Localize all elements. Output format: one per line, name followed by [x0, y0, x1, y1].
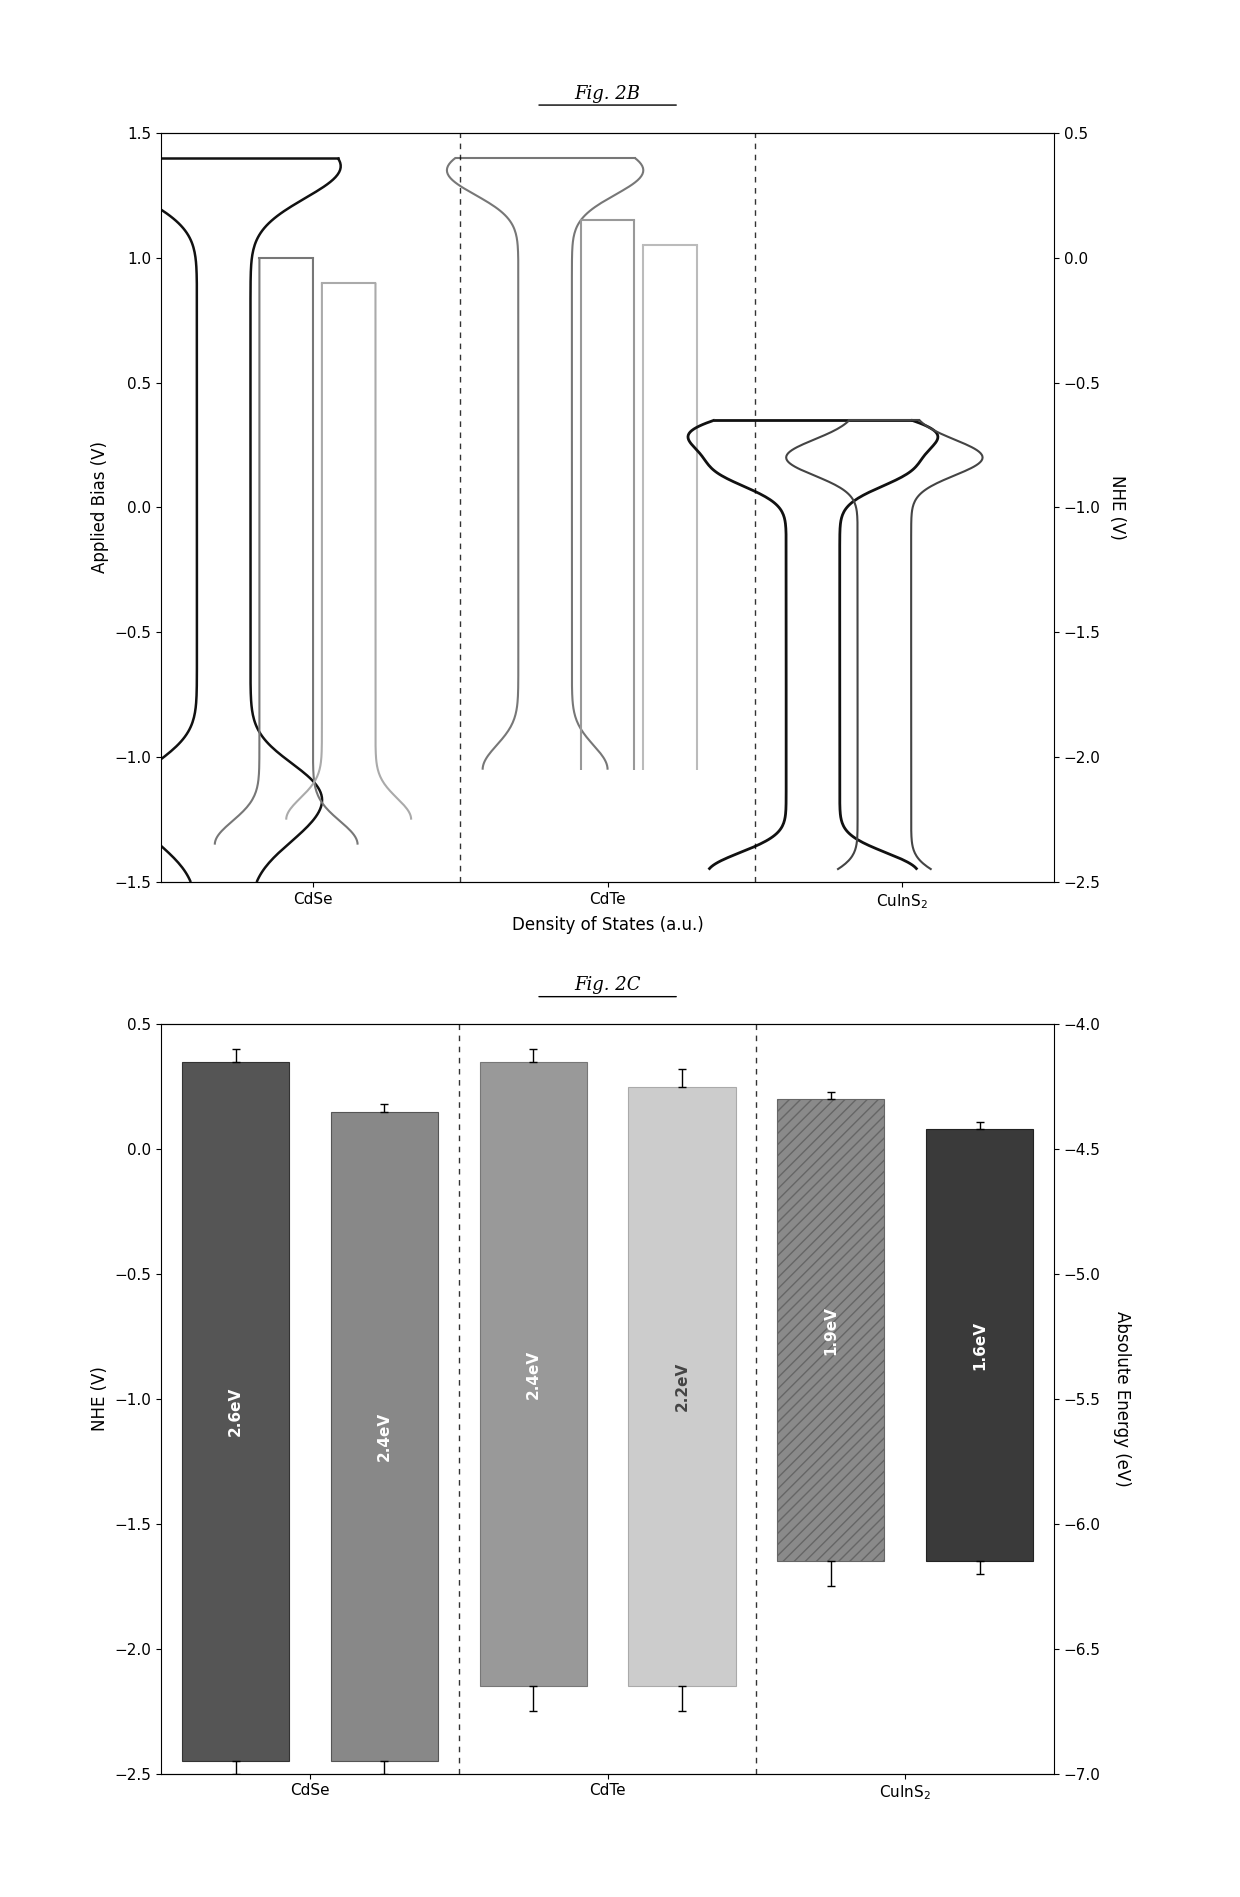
Text: Fig. 2C: Fig. 2C	[574, 977, 641, 994]
Text: 2.6eV: 2.6eV	[228, 1387, 243, 1436]
Text: 2.4eV: 2.4eV	[377, 1411, 392, 1461]
Y-axis label: Absolute Energy (eV): Absolute Energy (eV)	[1114, 1311, 1131, 1487]
X-axis label: Density of States (a.u.): Density of States (a.u.)	[512, 916, 703, 933]
Bar	[629, 1087, 735, 1686]
Bar	[182, 1062, 289, 1760]
Text: 1.9eV: 1.9eV	[823, 1305, 838, 1354]
Y-axis label: Applied Bias (V): Applied Bias (V)	[91, 442, 109, 573]
Bar	[480, 1062, 587, 1686]
Text: 2.2eV: 2.2eV	[675, 1362, 689, 1411]
Y-axis label: NHE (V): NHE (V)	[91, 1366, 109, 1432]
Bar	[777, 1100, 884, 1561]
Text: 2.4eV: 2.4eV	[526, 1349, 541, 1398]
Bar	[926, 1129, 1033, 1561]
Bar	[331, 1112, 438, 1760]
Text: 1.6eV: 1.6eV	[972, 1320, 987, 1370]
Y-axis label: NHE (V): NHE (V)	[1107, 474, 1126, 541]
Text: Fig. 2B: Fig. 2B	[574, 85, 641, 102]
